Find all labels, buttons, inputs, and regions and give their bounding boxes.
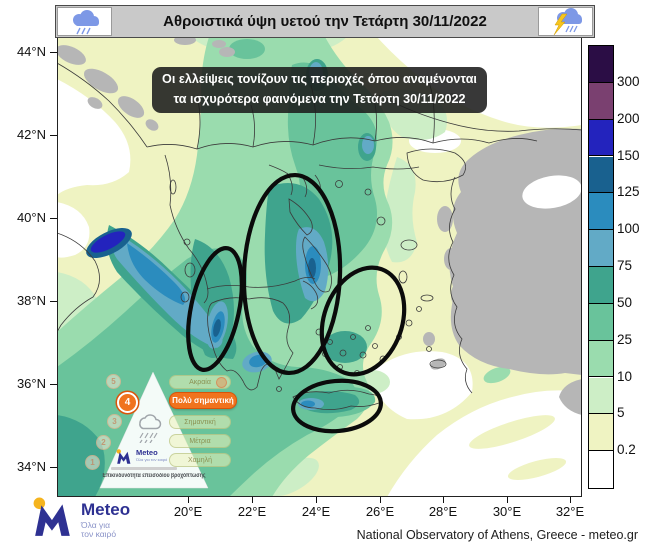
lon-tick xyxy=(569,497,571,503)
lat-tick xyxy=(50,134,57,136)
lon-label: 30°E xyxy=(492,504,522,519)
colorbar-cell xyxy=(589,46,613,83)
no-data-pocket xyxy=(522,175,582,209)
colorbar-cell xyxy=(589,156,613,194)
annotation-line-1: Οι ελλείψεις τονίζουν τις περιοχές όπου … xyxy=(162,72,477,87)
colorbar-cell xyxy=(589,414,613,452)
colorbar xyxy=(588,45,614,489)
colorbar-boundary-label: 125 xyxy=(617,184,640,200)
colorbar-cell xyxy=(589,303,613,341)
storm-cloud-icon xyxy=(538,7,593,36)
precip-150-200 xyxy=(90,231,126,253)
lon-tick xyxy=(442,497,444,503)
lat-label: 44°N xyxy=(16,44,46,59)
lon-tick xyxy=(379,497,381,503)
colorbar-cell xyxy=(589,377,613,415)
logo-name: Meteo xyxy=(81,500,131,519)
annotation-line-2: τα ισχυρότερα φαινόμενα την Τετάρτη 30/1… xyxy=(173,92,466,106)
highlight-ellipse-cyclades xyxy=(319,265,407,377)
colorbar-boundary-label: 10 xyxy=(617,368,633,384)
colorbar-cell xyxy=(589,340,613,378)
lat-label: 38°N xyxy=(16,293,46,308)
lat-tick xyxy=(50,217,57,219)
highlight-ellipse-central-greece xyxy=(241,172,343,376)
severity-level-pill-3: Σημαντική xyxy=(169,415,231,429)
colorbar-boundary-label: 50 xyxy=(617,294,633,310)
lon-tick xyxy=(251,497,253,503)
colorbar-boundary-label: 75 xyxy=(617,258,633,273)
severity-level-circle-2: 2 xyxy=(96,435,111,450)
pyramid-logo-name: Meteo xyxy=(136,448,158,457)
severity-level-circle-4: 4 xyxy=(117,392,138,413)
colorbar-cell xyxy=(589,119,613,157)
coastlines-borders xyxy=(56,62,583,410)
colorbar-boundary-label: 200 xyxy=(617,110,640,126)
lat-tick xyxy=(50,300,57,302)
colorbar-boundary-label: 0.2 xyxy=(617,442,636,458)
lat-tick xyxy=(50,51,57,53)
colorbar-boundary-label: 100 xyxy=(617,221,640,237)
colorbar-cell xyxy=(589,82,613,120)
pyramid-logo-tagline: Όλα για τον καιρό xyxy=(136,457,168,462)
lon-label: 28°E xyxy=(428,504,458,519)
lat-label: 36°N xyxy=(16,376,46,391)
severity-level-pill-4: Πολύ σημαντική xyxy=(169,392,237,409)
highlight-ellipses xyxy=(186,172,407,434)
colorbar-cell xyxy=(589,451,613,488)
severity-legend: Meteo Όλα για τον καιρό Επικινδυνότητα ε… xyxy=(85,365,257,495)
page-title: Αθροιστικά ύψη υετού την Τετάρτη 30/11/2… xyxy=(163,13,487,30)
lon-label: 26°E xyxy=(365,504,395,519)
meteo-logo: Meteo Όλα για τον καιρό xyxy=(30,497,130,539)
highlight-ellipse-ionian xyxy=(186,246,244,372)
lon-label: 24°E xyxy=(301,504,331,519)
lat-label: 42°N xyxy=(16,127,46,142)
severity-level-circle-1: 1 xyxy=(85,455,100,470)
rain-cloud-icon xyxy=(57,7,112,36)
severity-level-pill-5: Ακραία xyxy=(169,375,231,389)
severity-level-circle-3: 3 xyxy=(107,414,122,429)
rain-cloud-outline-icon xyxy=(139,414,162,443)
credit-text: National Observatory of Athens, Greece -… xyxy=(356,528,638,542)
annotation-box: Οι ελλείψεις τονίζουν τις περιοχές όπου … xyxy=(152,67,487,113)
highlight-ellipse-crete xyxy=(291,378,383,434)
pyramid-meteo-logo: Meteo Όλα για τον καιρό xyxy=(115,449,167,465)
colorbar-boundary-label: 300 xyxy=(617,73,640,89)
lon-label: 20°E xyxy=(173,504,203,519)
colorbar-cell xyxy=(589,193,613,231)
severity-level-pill-2: Μέτρια xyxy=(169,434,231,448)
lon-tick xyxy=(315,497,317,503)
meteo-m-icon xyxy=(33,497,70,536)
meteo-m-icon xyxy=(116,449,131,464)
lon-tick xyxy=(187,497,189,503)
lon-label: 22°E xyxy=(237,504,267,519)
colorbar-cell xyxy=(589,267,613,304)
severity-level-circle-5: 5 xyxy=(106,374,121,389)
colorbar-boundary-label: 150 xyxy=(617,147,640,163)
colorbar-boundary-label: 5 xyxy=(617,405,625,421)
logo-tagline-line1: Όλα για xyxy=(81,520,111,530)
lon-label: 32°E xyxy=(555,504,585,519)
lat-tick xyxy=(50,466,57,468)
severity-caption: Επικινδυνότητα επεισοδίου βροχόπτωσης xyxy=(102,473,206,479)
colorbar-boundary-label: 25 xyxy=(617,331,633,347)
lat-label: 34°N xyxy=(16,459,46,474)
lon-tick xyxy=(506,497,508,503)
colorbar-cell xyxy=(589,230,613,267)
title-bar: Αθροιστικά ύψη υετού την Τετάρτη 30/11/2… xyxy=(55,5,595,38)
lat-label: 40°N xyxy=(16,210,46,225)
lat-tick xyxy=(50,383,57,385)
pyramid-micro-text-bar xyxy=(111,467,177,470)
severity-alert-dot xyxy=(216,376,227,388)
severity-level-pill-1: Χαμηλή xyxy=(169,453,231,467)
logo-tagline-line2: τον καιρό xyxy=(81,529,117,539)
